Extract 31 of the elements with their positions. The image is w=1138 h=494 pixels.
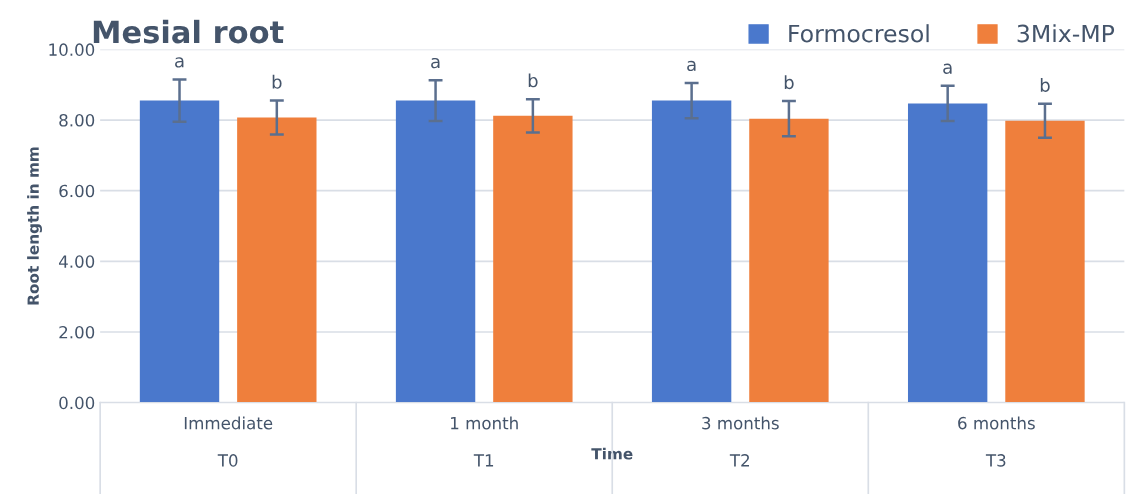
category-label: 6 months T3 bbox=[958, 416, 1035, 467]
data-label: b bbox=[784, 75, 794, 90]
data-label: b bbox=[1040, 77, 1050, 92]
data-label: a bbox=[687, 60, 696, 72]
category-label: Immediate T0 bbox=[184, 416, 273, 467]
chart-title: Mesial root bbox=[93, 19, 284, 44]
bar bbox=[395, 100, 476, 403]
data-label: b bbox=[272, 74, 282, 89]
bar bbox=[237, 117, 317, 403]
data-label: a bbox=[943, 63, 952, 74]
bar bbox=[651, 100, 732, 403]
y-tick-label: 8.00 bbox=[59, 114, 95, 127]
y-tick-label: 10.00 bbox=[49, 43, 95, 56]
bar bbox=[1005, 120, 1085, 403]
bar bbox=[493, 115, 573, 403]
legend-label: 3Mix-MP bbox=[1017, 24, 1115, 43]
bar bbox=[907, 103, 988, 403]
data-label: a bbox=[175, 57, 184, 68]
y-tick-label: 4.00 bbox=[58, 255, 95, 268]
bar bbox=[139, 100, 220, 403]
category-label: 1 month T1 bbox=[451, 416, 518, 467]
x-axis-title: Time bbox=[591, 447, 633, 460]
bar bbox=[749, 118, 829, 403]
y-tick-label: 0.00 bbox=[59, 396, 95, 410]
data-label: a bbox=[431, 57, 440, 69]
legend-label: Formocresol bbox=[789, 24, 929, 43]
data-label: b bbox=[528, 73, 538, 88]
y-axis-title: Root length in mm bbox=[27, 147, 43, 305]
y-tick-label: 6.00 bbox=[59, 184, 95, 198]
category-label: 3 months T2 bbox=[702, 416, 779, 467]
y-tick-label: 2.00 bbox=[59, 325, 95, 339]
